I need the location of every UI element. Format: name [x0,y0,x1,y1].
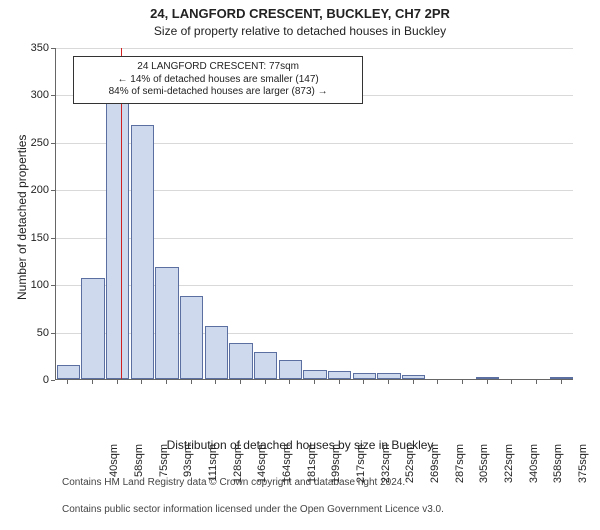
x-tick [511,380,512,384]
x-tick [462,380,463,384]
x-tick [67,380,68,384]
x-tick-label: 111sqm [207,444,219,494]
plot-area: 24 LANGFORD CRESCENT: 77sqm← 14% of deta… [55,48,573,380]
y-tick [51,143,55,144]
x-tick [265,380,266,384]
histogram-bar [229,343,252,379]
x-tick-label: 40sqm [108,444,120,494]
x-tick-label: 358sqm [552,444,564,494]
x-tick-label: 217sqm [355,444,367,494]
y-tick [51,48,55,49]
x-tick [191,380,192,384]
y-tick-label: 350 [9,42,49,54]
x-tick-label: 199sqm [330,444,342,494]
histogram-bar [476,377,499,379]
y-tick-label: 100 [9,279,49,291]
y-tick-label: 150 [9,232,49,244]
x-tick-label: 181sqm [306,444,318,494]
x-tick [536,380,537,384]
gridline [56,48,573,49]
x-tick-label: 93sqm [182,444,194,494]
histogram-bar [57,365,80,379]
x-tick [240,380,241,384]
y-tick [51,333,55,334]
histogram-bar [81,278,104,379]
y-tick-label: 250 [9,137,49,149]
x-tick [561,380,562,384]
y-tick [51,238,55,239]
x-tick [314,380,315,384]
x-tick [92,380,93,384]
histogram-bar [106,79,129,379]
annotation-line: 84% of semi-detached houses are larger (… [78,86,358,99]
x-tick [413,380,414,384]
histogram-bar [402,375,425,379]
histogram-bar [550,377,573,379]
histogram-bar [353,373,376,379]
histogram-bar [254,352,277,379]
histogram-chart: 24, LANGFORD CRESCENT, BUCKLEY, CH7 2PR … [0,0,600,500]
x-tick-label: 232sqm [380,444,392,494]
x-tick [487,380,488,384]
x-tick-label: 287sqm [454,444,466,494]
x-tick [141,380,142,384]
y-tick-label: 50 [9,327,49,339]
histogram-bar [279,360,302,379]
chart-title-sub: Size of property relative to detached ho… [0,24,600,38]
annotation-line: ← 14% of detached houses are smaller (14… [78,74,358,87]
x-tick-label: 164sqm [281,444,293,494]
x-tick-label: 58sqm [133,444,145,494]
x-tick-label: 340sqm [528,444,540,494]
histogram-bar [303,370,326,379]
histogram-bar [155,267,178,379]
y-tick [51,95,55,96]
y-tick [51,285,55,286]
y-tick-label: 300 [9,89,49,101]
x-tick [117,380,118,384]
x-tick [437,380,438,384]
x-tick-label: 375sqm [577,444,589,494]
chart-title-main: 24, LANGFORD CRESCENT, BUCKLEY, CH7 2PR [0,6,600,21]
x-tick [289,380,290,384]
histogram-bar [328,371,351,379]
x-tick-label: 75sqm [158,444,170,494]
annotation-box: 24 LANGFORD CRESCENT: 77sqm← 14% of deta… [73,56,363,104]
y-axis-label: Number of detached properties [15,135,29,300]
x-tick-label: 146sqm [256,444,268,494]
y-tick-label: 0 [9,374,49,386]
histogram-bar [377,373,400,379]
histogram-bar [131,125,154,379]
x-tick-label: 269sqm [429,444,441,494]
x-tick [166,380,167,384]
footer-line-2: Contains public sector information licen… [62,503,444,517]
x-tick [339,380,340,384]
x-tick-label: 322sqm [503,444,515,494]
y-tick [51,190,55,191]
y-tick [51,380,55,381]
x-tick-label: 252sqm [404,444,416,494]
histogram-bar [180,296,203,379]
x-tick-label: 305sqm [478,444,490,494]
x-tick [363,380,364,384]
x-tick [215,380,216,384]
histogram-bar [205,326,228,379]
annotation-line: 24 LANGFORD CRESCENT: 77sqm [78,61,358,74]
y-tick-label: 200 [9,184,49,196]
x-tick [388,380,389,384]
x-tick-label: 128sqm [232,444,244,494]
